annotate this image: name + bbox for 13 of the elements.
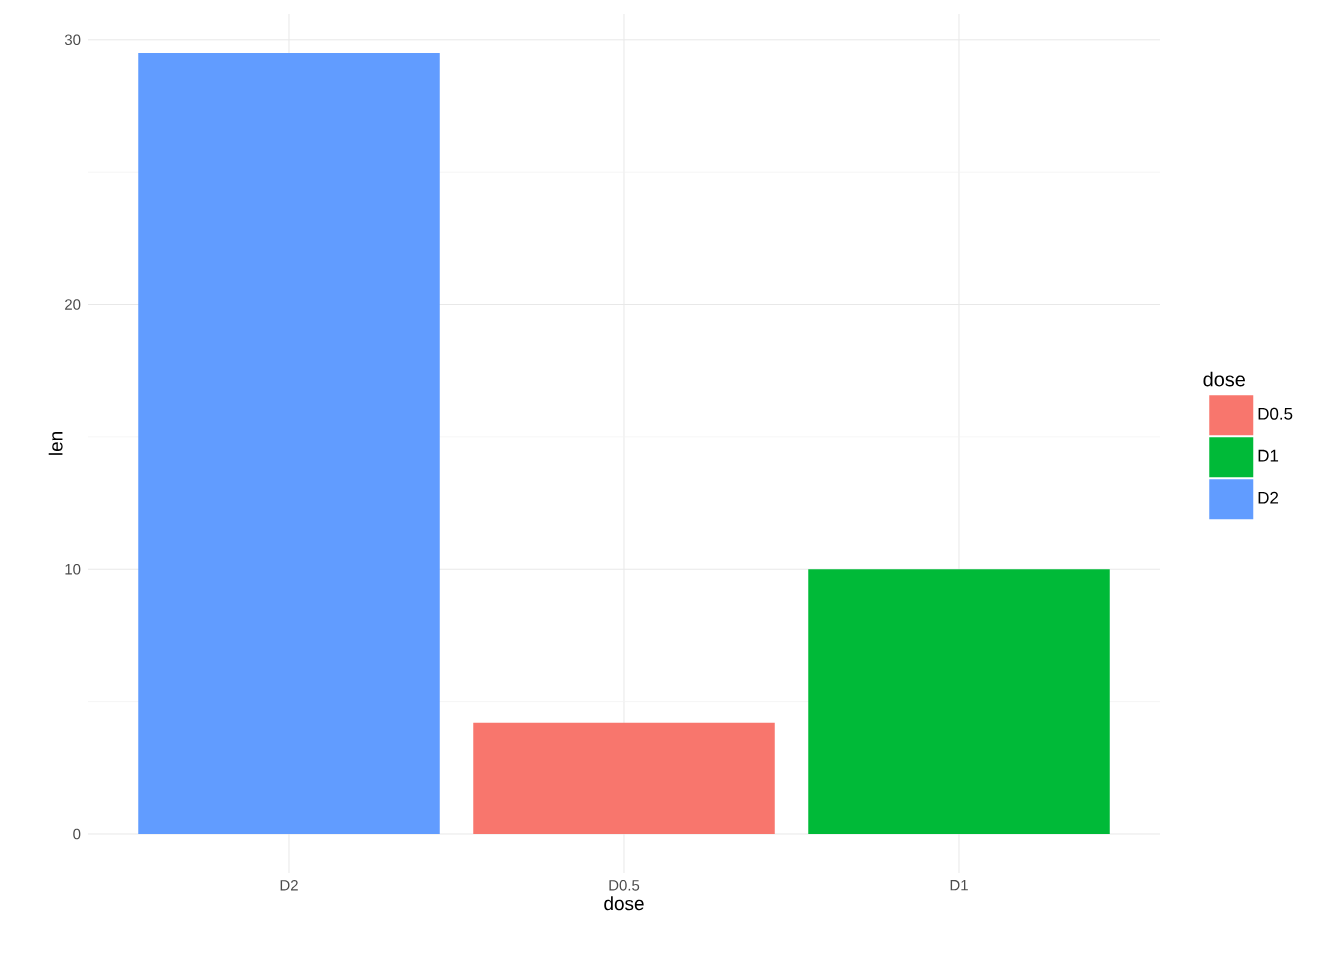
x-tick-label: D2 — [280, 880, 298, 891]
y-tick-label: 10 — [65, 563, 81, 575]
y-tick-label: 30 — [64, 34, 81, 46]
legend-label: D0.5 — [1258, 407, 1293, 420]
x-axis-title: dose — [604, 896, 644, 911]
legend-label: D2 — [1258, 491, 1279, 504]
x-tick-label: D1 — [950, 880, 968, 891]
legend-label: D1 — [1258, 449, 1279, 462]
y-tick-label: 20 — [65, 299, 81, 310]
x-tick-label: D0.5 — [609, 880, 640, 891]
y-tick-label: 0 — [73, 828, 81, 840]
legend-title: dose — [1203, 371, 1245, 387]
y-axis-title: len — [48, 432, 63, 455]
